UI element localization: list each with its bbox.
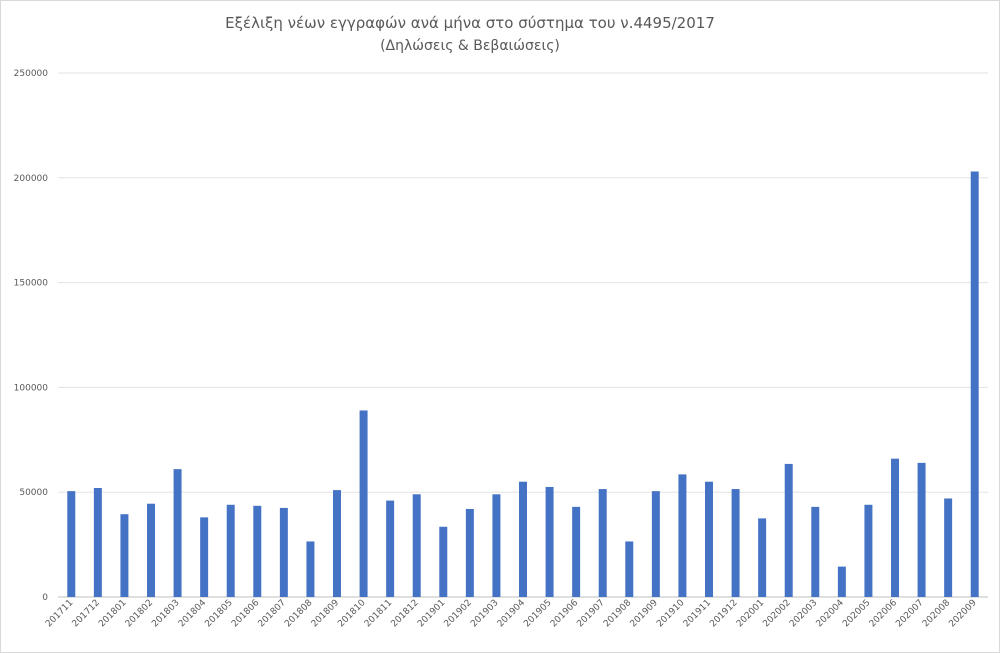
x-tick-label: 202005	[841, 598, 872, 629]
x-tick-label: 202004	[815, 598, 847, 630]
bar	[492, 494, 501, 597]
bar	[226, 504, 235, 597]
y-tick-label: 100000	[14, 383, 49, 393]
x-tick-label: 201801	[97, 598, 128, 629]
gridlines	[58, 72, 988, 598]
x-tick-label: 201712	[71, 598, 102, 629]
bar	[864, 504, 873, 597]
y-tick-label: 0	[42, 593, 48, 603]
bar	[625, 541, 634, 597]
x-tick-label: 202009	[947, 598, 979, 630]
bar	[439, 526, 448, 597]
x-tick-label: 202006	[868, 598, 900, 630]
y-axis-ticks: 0 50000 100000 150000 200000 250000	[14, 69, 49, 603]
x-tick-label: 201906	[549, 598, 581, 630]
bar	[598, 489, 607, 597]
bar	[784, 463, 793, 597]
x-tick-label: 201910	[655, 598, 687, 630]
bar	[731, 489, 740, 597]
bar	[359, 410, 368, 597]
bar	[412, 494, 421, 597]
chart-subtitle: (Δηλώσεις & Βεβαιώσεις)	[380, 38, 560, 54]
x-tick-label: 202002	[761, 598, 792, 629]
x-tick-label: 201808	[283, 598, 315, 630]
x-tick-label: 201806	[230, 598, 262, 630]
y-tick-label: 150000	[14, 279, 49, 289]
bar	[386, 500, 395, 597]
x-tick-label: 202007	[894, 598, 925, 629]
x-tick-label: 201805	[203, 598, 234, 629]
x-tick-label: 201803	[150, 598, 181, 629]
bar	[758, 518, 767, 597]
x-tick-label: 201911	[682, 598, 713, 629]
bar	[891, 458, 899, 597]
x-tick-label: 202008	[921, 598, 953, 630]
x-axis-ticks: 2017112017122018012018022018032018042018…	[44, 598, 979, 630]
x-tick-label: 201905	[522, 598, 553, 629]
y-tick-label: 200000	[14, 174, 49, 184]
bar	[465, 508, 474, 597]
x-tick-label: 201912	[708, 598, 739, 629]
bar	[93, 488, 102, 597]
x-tick-label: 201810	[336, 598, 368, 630]
y-tick-label: 250000	[14, 69, 49, 79]
bar	[837, 566, 846, 597]
x-tick-label: 201811	[363, 598, 394, 629]
bar	[811, 506, 820, 597]
bar	[147, 503, 155, 597]
bar	[678, 474, 687, 597]
bar	[970, 171, 979, 597]
bar	[173, 469, 182, 597]
x-tick-label: 201902	[443, 598, 474, 629]
x-tick-label: 201909	[629, 598, 661, 630]
x-tick-label: 201812	[389, 598, 420, 629]
bar	[67, 491, 76, 597]
x-tick-label: 201809	[310, 598, 342, 630]
bar	[333, 490, 341, 597]
bar	[253, 505, 262, 597]
y-tick-label: 50000	[19, 488, 48, 498]
bar	[519, 481, 527, 597]
bar	[917, 462, 926, 597]
x-tick-label: 201907	[575, 598, 606, 629]
x-tick-label: 201903	[469, 598, 500, 629]
bar	[279, 507, 288, 597]
bar	[545, 486, 554, 597]
bar	[705, 481, 713, 597]
bar	[651, 491, 660, 597]
x-tick-label: 201711	[44, 598, 75, 629]
x-tick-label: 201904	[496, 598, 528, 630]
bars	[67, 171, 979, 597]
x-tick-label: 202001	[735, 598, 766, 629]
x-tick-label: 201804	[177, 598, 209, 630]
bar	[120, 514, 129, 597]
bar	[572, 506, 581, 597]
bar	[200, 517, 209, 597]
x-tick-label: 201802	[124, 598, 155, 629]
bar	[944, 498, 953, 597]
x-tick-label: 202003	[788, 598, 819, 629]
x-tick-label: 201901	[416, 598, 447, 629]
chart-title: Εξέλιξη νέων εγγραφών ανά μήνα στο σύστη…	[225, 14, 715, 32]
x-tick-label: 201908	[602, 598, 634, 630]
x-tick-label: 201807	[257, 598, 288, 629]
bar	[306, 541, 315, 597]
